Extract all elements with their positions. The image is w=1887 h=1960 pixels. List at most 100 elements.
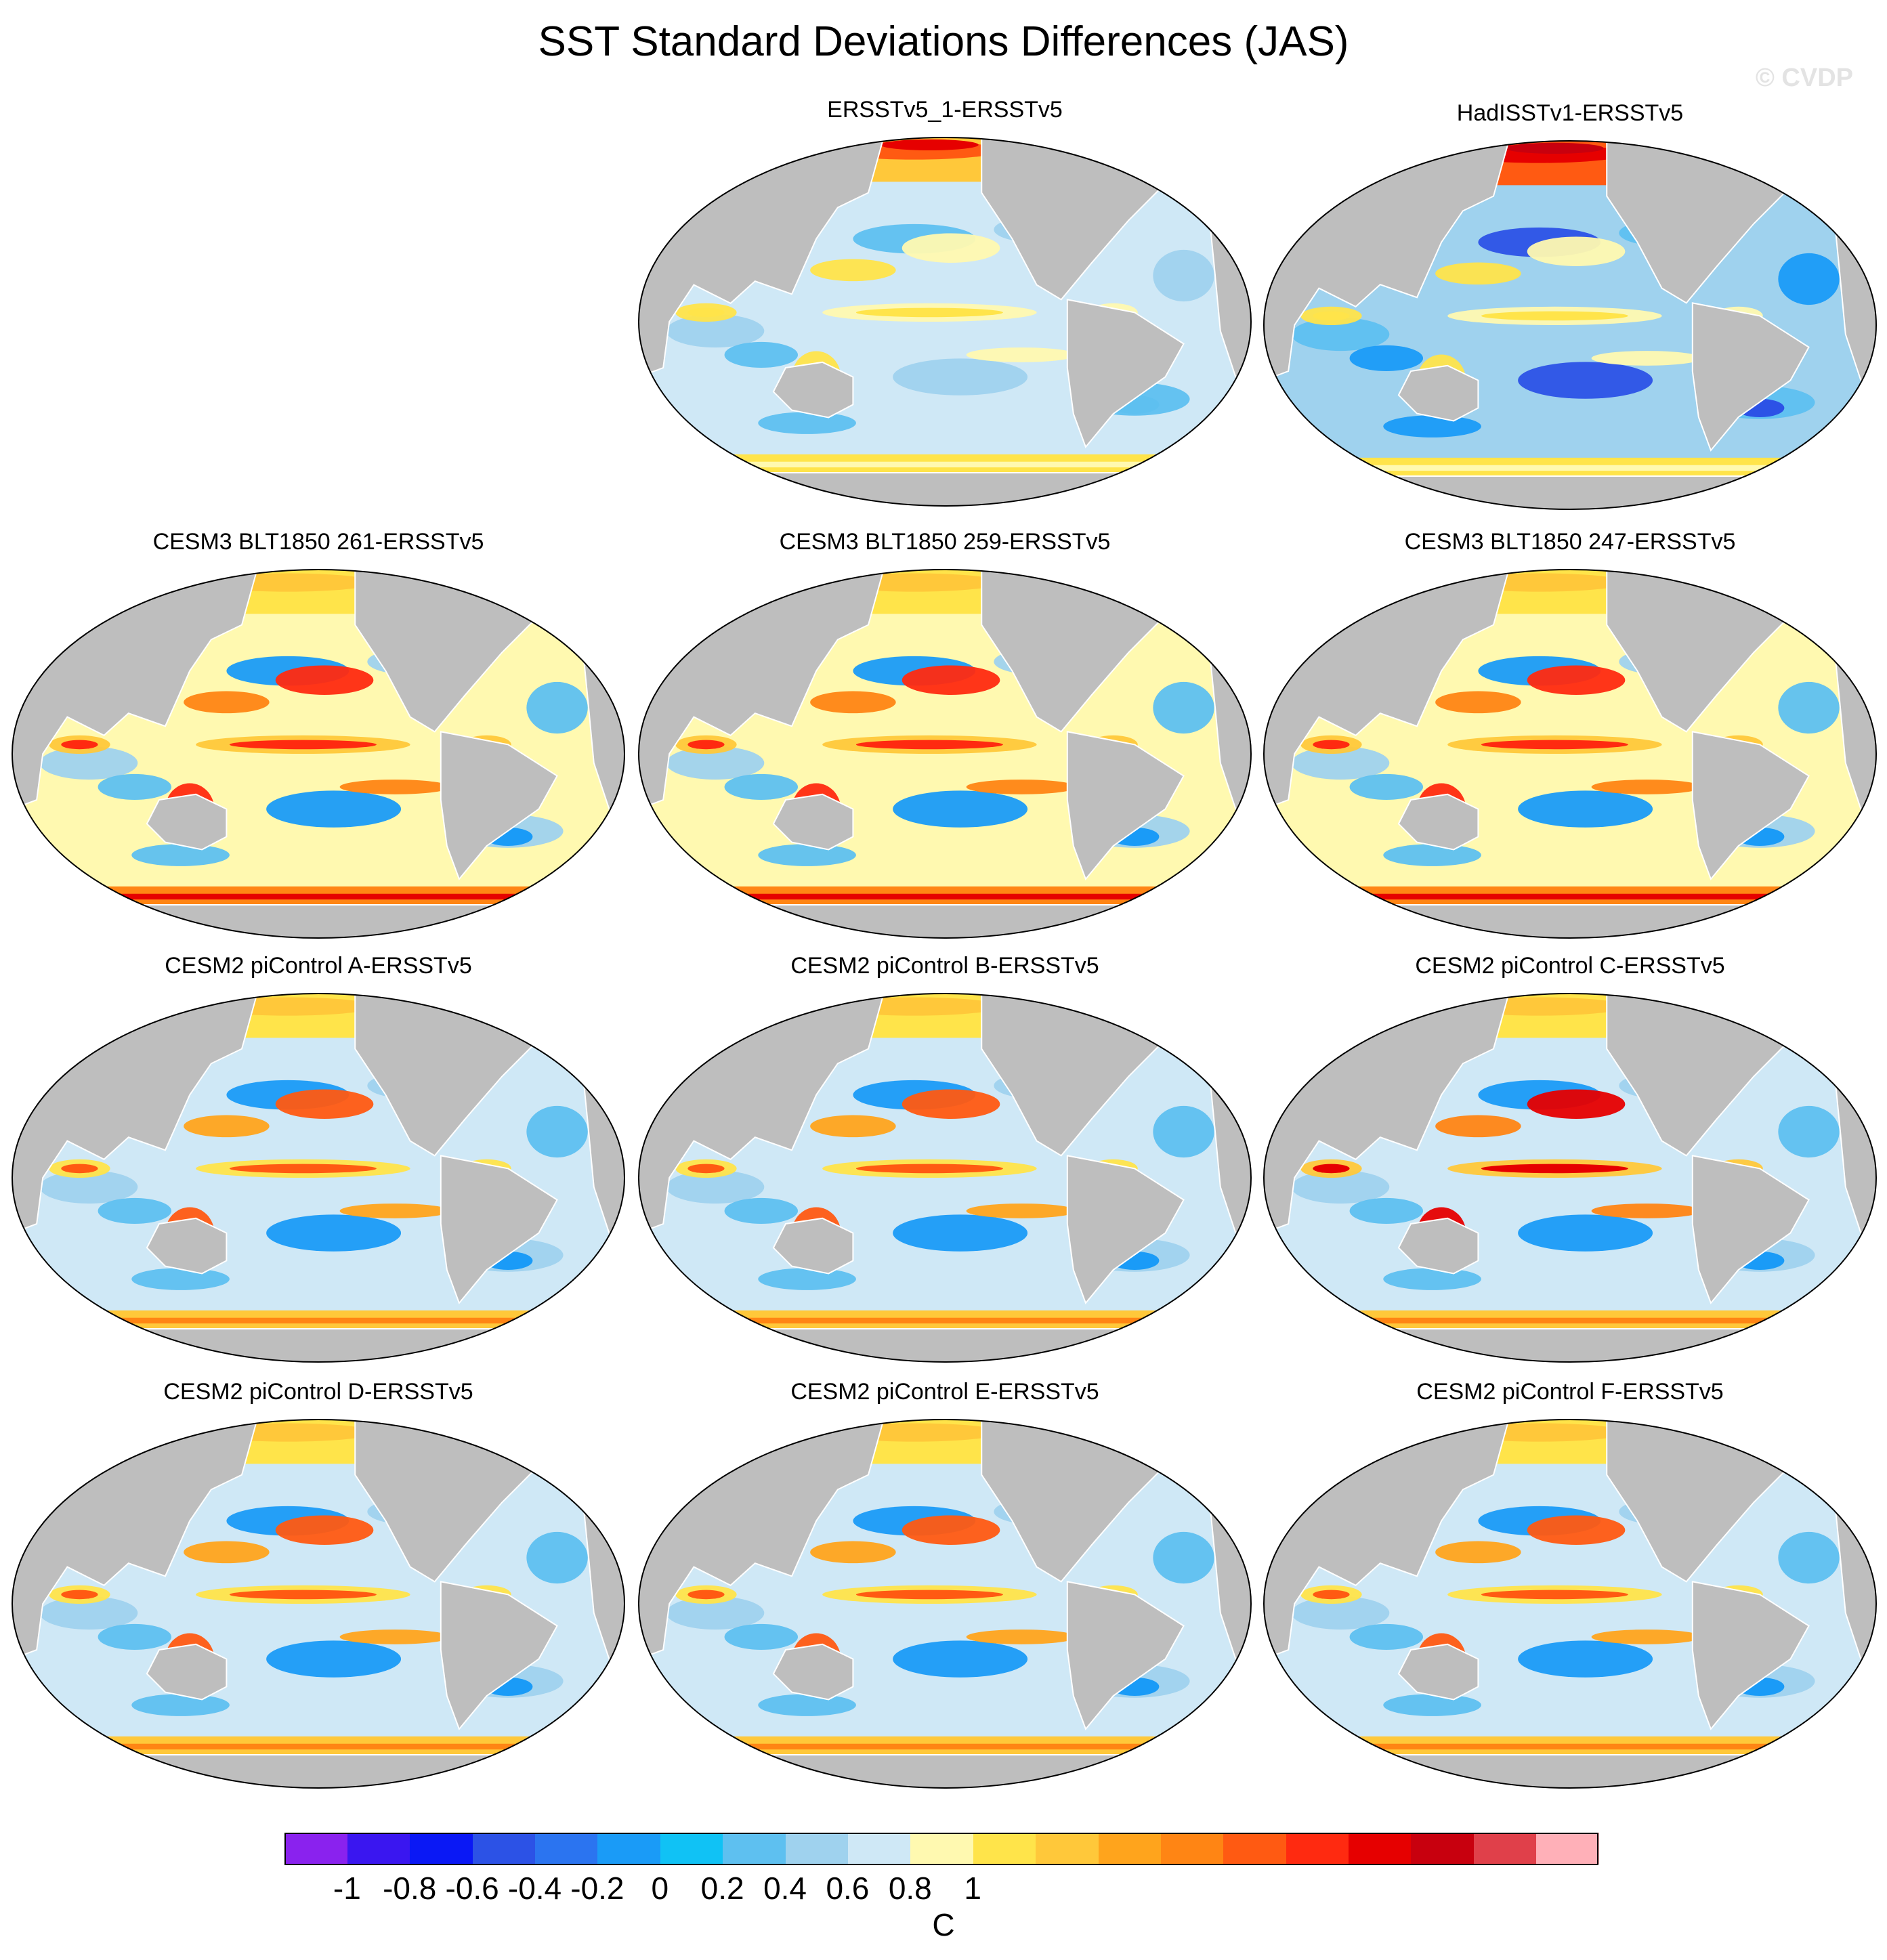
panel-title: CESM2 piControl D-ERSSTv5: [163, 1379, 473, 1405]
negative-anomaly: [1349, 1197, 1424, 1224]
land-mass: [1264, 475, 1876, 509]
positive-anomaly: [275, 665, 374, 695]
world-map: [638, 137, 1252, 507]
negative-anomaly: [1153, 249, 1214, 302]
colorbar-swatch: [409, 1833, 473, 1864]
world-map: [12, 1419, 625, 1789]
southern-ocean-band: [12, 893, 624, 900]
positive-anomaly: [229, 1164, 377, 1174]
map-panel-5: CESM3 BLT1850 247-ERSSTv5: [1258, 527, 1882, 947]
land-mass: [1264, 904, 1876, 938]
map-panel-9: CESM2 piControl D-ERSSTv5: [7, 1377, 630, 1797]
colorbar-tick-label: 0.2: [700, 1871, 744, 1906]
land-mass: [639, 1754, 1251, 1788]
positive-anomaly: [61, 1590, 98, 1600]
negative-anomaly: [266, 1640, 402, 1678]
positive-anomaly: [966, 1203, 1077, 1218]
panel-title: CESM2 piControl B-ERSSTv5: [790, 953, 1099, 979]
positive-anomaly: [810, 1541, 896, 1564]
land-mass: [1397, 1643, 1479, 1701]
negative-anomaly: [724, 1623, 799, 1650]
map-outline: [12, 569, 625, 939]
map-panel-4: CESM3 BLT1850 259-ERSSTv5: [633, 527, 1256, 947]
colorbar-tick-label: 0: [651, 1871, 669, 1906]
positive-anomaly: [339, 780, 450, 794]
positive-anomaly: [1527, 1089, 1626, 1119]
negative-anomaly: [1778, 1105, 1840, 1158]
land-mass: [1066, 299, 1185, 448]
colorbar-swatch: [1035, 1833, 1099, 1864]
land-mass: [1264, 1754, 1876, 1788]
positive-anomaly: [902, 665, 1000, 695]
positive-anomaly: [275, 1089, 374, 1119]
colorbar-swatch: [347, 1833, 410, 1864]
positive-anomaly: [1435, 1115, 1521, 1138]
land-mass: [1691, 1155, 1810, 1304]
watermark: © CVDP: [1755, 64, 1853, 92]
negative-anomaly: [39, 1170, 138, 1204]
map-panel-2: HadISSTv1-ERSSTv5: [1258, 98, 1882, 518]
panel-title: CESM3 BLT1850 261-ERSSTv5: [152, 529, 484, 555]
negative-anomaly: [1153, 681, 1214, 734]
world-map: [1263, 993, 1877, 1363]
world-map: [12, 993, 625, 1363]
arctic-anomaly: [881, 139, 979, 151]
negative-anomaly: [724, 1197, 799, 1224]
negative-anomaly: [1778, 1531, 1840, 1584]
positive-anomaly: [1527, 1515, 1626, 1545]
colorbar-swatch: [597, 1833, 660, 1864]
positive-anomaly: [1481, 1590, 1628, 1600]
panel-title: CESM2 piControl C-ERSSTv5: [1415, 953, 1725, 979]
land-mass: [1397, 793, 1479, 851]
positive-anomaly: [855, 307, 1003, 318]
negative-anomaly: [98, 1197, 172, 1224]
negative-anomaly: [666, 746, 765, 780]
world-map: [638, 993, 1252, 1363]
colorbar-swatch: [1410, 1833, 1474, 1864]
negative-anomaly: [724, 773, 799, 800]
panel-title: ERSSTv5_1-ERSSTv5: [827, 97, 1063, 123]
map-outline: [638, 993, 1252, 1363]
southern-ocean-band: [1264, 465, 1876, 471]
negative-anomaly: [758, 844, 856, 866]
positive-anomaly: [61, 1164, 98, 1174]
land-mass: [772, 1643, 854, 1701]
negative-anomaly: [131, 1694, 230, 1716]
positive-anomaly: [902, 1515, 1000, 1545]
negative-anomaly: [1383, 844, 1481, 866]
colorbar-swatch: [534, 1833, 598, 1864]
positive-anomaly: [810, 1115, 896, 1138]
positive-anomaly: [1591, 1629, 1702, 1644]
positive-anomaly: [1591, 780, 1702, 794]
land-mass: [639, 1328, 1251, 1362]
panel-title: HadISSTv1-ERSSTv5: [1456, 100, 1684, 126]
land-mass: [1066, 1581, 1185, 1730]
negative-anomaly: [1349, 1623, 1424, 1650]
negative-anomaly: [724, 341, 799, 368]
negative-anomaly: [1383, 1268, 1481, 1290]
map-panel-7: CESM2 piControl B-ERSSTv5: [633, 951, 1256, 1371]
negative-anomaly: [131, 844, 230, 866]
negative-anomaly: [666, 1170, 765, 1204]
land-mass: [146, 1217, 228, 1275]
land-mass: [1066, 731, 1185, 880]
land-mass: [772, 793, 854, 851]
land-mass: [1264, 1328, 1876, 1362]
negative-anomaly: [1291, 1170, 1390, 1204]
land-mass: [12, 1328, 624, 1362]
land-mass: [1066, 1155, 1185, 1304]
land-mass: [440, 731, 558, 880]
colorbar-tick-label: 1: [964, 1871, 981, 1906]
map-panel-8: CESM2 piControl C-ERSSTv5: [1258, 951, 1882, 1371]
colorbar-swatch: [1160, 1833, 1224, 1864]
colorbar-swatch: [472, 1833, 536, 1864]
negative-anomaly: [1778, 681, 1840, 734]
southern-ocean-band: [639, 893, 1251, 900]
positive-anomaly: [966, 1629, 1077, 1644]
colorbar-tick-label: -0.8: [383, 1871, 437, 1906]
positive-anomaly: [1527, 236, 1626, 266]
negative-anomaly: [893, 1640, 1028, 1678]
panel-title: CESM2 piControl A-ERSSTv5: [165, 953, 472, 979]
positive-anomaly: [902, 1089, 1000, 1119]
